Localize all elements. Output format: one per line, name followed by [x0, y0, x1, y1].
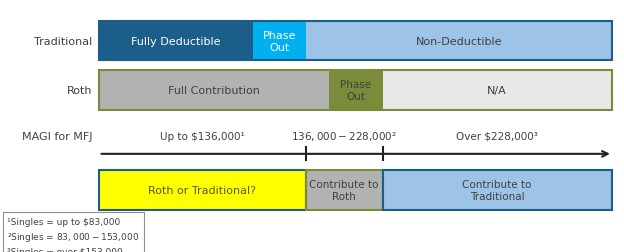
- Text: Contribute to
Traditional: Contribute to Traditional: [462, 179, 532, 201]
- Text: Over $228,000³: Over $228,000³: [456, 131, 538, 141]
- Text: Contribute to
Roth: Contribute to Roth: [310, 179, 379, 201]
- Bar: [383, 171, 612, 210]
- Bar: [329, 71, 383, 110]
- Bar: [99, 22, 253, 61]
- Text: Non-Deductible: Non-Deductible: [416, 37, 502, 47]
- Text: N/A: N/A: [487, 86, 507, 96]
- Text: Full Contribution: Full Contribution: [168, 86, 260, 96]
- Text: MAGI for MFJ: MAGI for MFJ: [22, 131, 92, 141]
- Text: Up to $136,000¹: Up to $136,000¹: [160, 131, 245, 141]
- Bar: [99, 71, 612, 110]
- Text: Roth or Traditional?: Roth or Traditional?: [148, 185, 256, 195]
- Bar: [306, 171, 383, 210]
- Text: $136,000 - $228,000²: $136,000 - $228,000²: [291, 130, 397, 143]
- Bar: [99, 22, 612, 61]
- Text: ¹Singles = up to $83,000
²Singles = $83,000 - $153,000
³Singles = over $153,000: ¹Singles = up to $83,000 ²Singles = $83,…: [7, 217, 140, 252]
- Bar: [253, 22, 306, 61]
- Text: Fully Deductible: Fully Deductible: [131, 37, 220, 47]
- Bar: [99, 171, 306, 210]
- Text: Traditional: Traditional: [34, 37, 92, 47]
- Bar: [99, 71, 329, 110]
- Text: Phase
Out: Phase Out: [341, 80, 371, 102]
- Bar: [306, 22, 612, 61]
- Bar: [383, 71, 612, 110]
- Text: Phase
Out: Phase Out: [263, 30, 296, 53]
- Text: Roth: Roth: [67, 86, 92, 96]
